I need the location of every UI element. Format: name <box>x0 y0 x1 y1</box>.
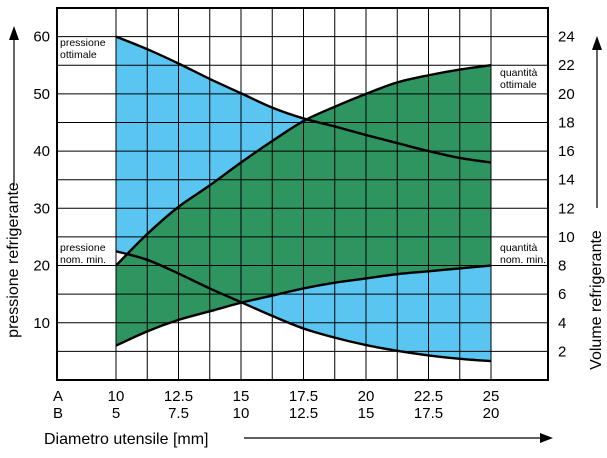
annotation-pressione-ottimale-1: pressione <box>60 37 106 49</box>
y-left-tick-label: 60 <box>33 29 50 46</box>
annotation-pressione-nom-min-1: pressione <box>60 242 106 254</box>
x-tick-label: 12.5 <box>289 405 318 422</box>
x-tick-label: 10 <box>108 388 125 405</box>
annotation-pressione-nom-min-2: nom. min. <box>60 254 106 266</box>
left-axis-arrow-head <box>9 26 19 40</box>
x-tick-label: 22.5 <box>414 388 443 405</box>
right-axis-arrow-head <box>592 36 602 50</box>
y-right-tick-label: 12 <box>558 200 575 217</box>
y-left-tick-label: 50 <box>33 86 50 103</box>
x-row-label: A <box>53 388 63 405</box>
x-axis-title: Diametro utensile [mm] <box>44 431 209 448</box>
x-tick-label: 25 <box>483 388 500 405</box>
x-tick-label: 10 <box>233 405 250 422</box>
x-tick-label: 5 <box>112 405 120 422</box>
y-axis-left-title: pressione refrigerante <box>5 182 22 338</box>
x-tick-label: 17.5 <box>289 388 318 405</box>
annotation-quantita-nom-min-1: quantità <box>500 242 538 254</box>
y-right-tick-label: 2 <box>558 343 566 360</box>
axis-arrows <box>9 26 602 443</box>
x-tick-label: 15 <box>233 388 250 405</box>
y-left-tick-label: 20 <box>33 258 50 275</box>
annotation-quantita-ottimale-2: ottimale <box>500 79 537 91</box>
x-tick-label: 17.5 <box>414 405 443 422</box>
y-right-tick-label: 10 <box>558 229 575 246</box>
y-right-tick-label: 20 <box>558 86 575 103</box>
line-pressione-nom-min <box>115 250 492 363</box>
series-lines <box>115 35 492 363</box>
x-row-label: B <box>53 405 63 422</box>
y-left-tick-label: 40 <box>33 143 50 160</box>
y-right-tick-label: 6 <box>558 286 566 303</box>
x-tick-label: 15 <box>358 405 375 422</box>
line-pressione-ottimale <box>115 35 492 164</box>
y-right-tick-label: 16 <box>558 143 575 160</box>
annotation-quantita-nom-min-2: nom. min. <box>500 254 546 266</box>
annotation-quantita-ottimale-1: quantità <box>500 67 538 79</box>
x-axis-arrow-head <box>540 433 553 443</box>
y-right-tick-label: 18 <box>558 114 575 131</box>
y-axis-right-title: Volume refrigerante <box>588 230 605 370</box>
line-quantita-ottimale <box>115 64 492 267</box>
annotation-pressione-ottimale-2: ottimale <box>60 49 97 61</box>
x-tick-label: 12.5 <box>164 388 193 405</box>
x-tick-label: 20 <box>483 405 500 422</box>
plot-frame <box>56 7 549 381</box>
y-right-tick-label: 8 <box>558 258 566 275</box>
x-tick-label: 20 <box>358 388 375 405</box>
y-right-tick-label: 24 <box>558 29 575 46</box>
y-left-tick-label: 10 <box>33 315 50 332</box>
x-tick-label: 7.5 <box>168 405 189 422</box>
line-quantita-nom-min <box>115 264 492 347</box>
y-right-tick-label: 4 <box>558 315 566 332</box>
y-right-tick-label: 14 <box>558 172 575 189</box>
y-right-tick-label: 22 <box>558 57 575 74</box>
y-left-tick-label: 30 <box>33 200 50 217</box>
